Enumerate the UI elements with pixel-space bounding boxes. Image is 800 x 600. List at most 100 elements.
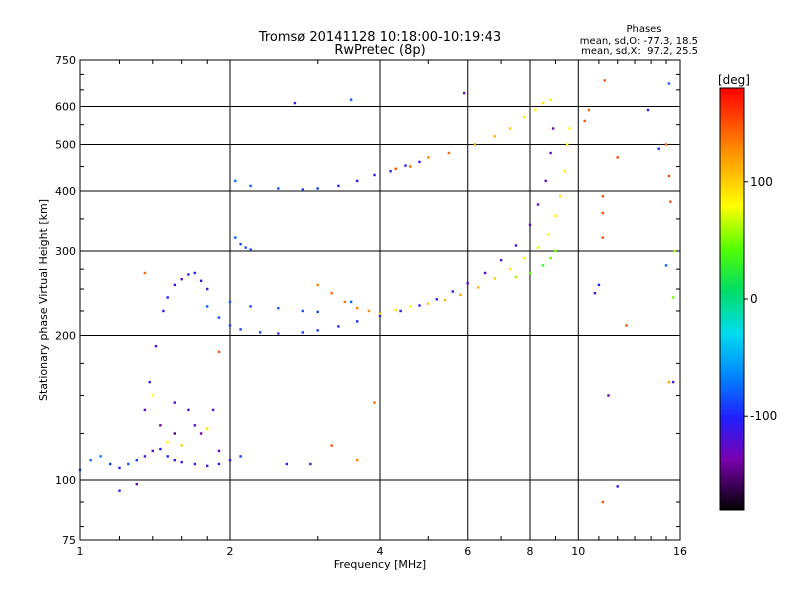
trace-sporadic xyxy=(143,79,676,504)
trace-f2-multi-hop-o xyxy=(234,160,421,191)
x-tick-label: 4 xyxy=(377,545,384,558)
data-point xyxy=(568,127,571,130)
trace-f-low-start xyxy=(162,271,209,313)
data-point xyxy=(244,246,247,249)
data-point xyxy=(217,316,221,319)
data-point xyxy=(664,264,668,267)
data-point xyxy=(404,164,407,167)
data-point xyxy=(459,293,462,297)
data-point xyxy=(89,459,92,462)
data-point xyxy=(528,223,532,227)
trace-e-region-scatter xyxy=(118,345,221,492)
trace-f2-multi-hop-x xyxy=(394,98,552,170)
data-point xyxy=(451,290,454,293)
data-point xyxy=(159,424,162,427)
data-point xyxy=(536,203,540,206)
data-point xyxy=(493,277,496,280)
data-point xyxy=(477,286,480,289)
data-point xyxy=(148,380,151,384)
data-point xyxy=(601,236,604,239)
data-point xyxy=(234,179,237,183)
data-point xyxy=(239,455,242,458)
data-point xyxy=(509,267,512,271)
data-point xyxy=(356,179,359,183)
data-point xyxy=(199,279,203,282)
data-point xyxy=(173,432,176,435)
data-point xyxy=(671,380,675,384)
data-point xyxy=(143,455,147,458)
x-tick-label: 1 xyxy=(77,545,84,558)
data-point xyxy=(337,325,340,328)
data-point xyxy=(367,309,371,313)
data-point xyxy=(583,119,586,123)
data-point xyxy=(409,165,412,168)
data-point xyxy=(601,211,604,215)
data-point xyxy=(551,127,555,130)
data-point xyxy=(514,244,518,247)
data-point xyxy=(293,101,297,105)
data-point xyxy=(330,444,333,447)
data-point xyxy=(587,108,590,112)
data-point xyxy=(118,466,121,470)
data-points xyxy=(78,79,676,504)
data-point xyxy=(616,156,619,159)
data-point xyxy=(277,332,280,335)
data-point xyxy=(180,460,183,464)
data-point xyxy=(187,408,190,412)
data-point xyxy=(541,264,545,267)
data-point xyxy=(143,408,147,412)
data-point xyxy=(249,248,252,251)
data-point xyxy=(528,271,532,275)
y-tick-label: 200 xyxy=(55,330,76,343)
data-point xyxy=(559,195,562,198)
trace-f1-o-trace xyxy=(206,127,555,335)
data-point xyxy=(211,408,215,412)
data-point xyxy=(523,116,526,119)
data-point xyxy=(206,305,209,308)
plot-frame xyxy=(79,59,681,541)
data-point xyxy=(597,283,601,287)
colorbar-tick-label: -100 xyxy=(750,409,777,423)
data-point xyxy=(239,243,242,246)
data-point xyxy=(514,275,518,279)
y-tick-label: 400 xyxy=(55,185,76,198)
data-point xyxy=(427,302,430,305)
data-point xyxy=(193,424,196,427)
trace-f-x-trace xyxy=(316,127,571,315)
data-point xyxy=(301,309,304,313)
data-point xyxy=(603,79,606,82)
data-point xyxy=(409,305,412,308)
data-point xyxy=(206,464,209,468)
data-point xyxy=(217,350,221,353)
data-point xyxy=(180,444,183,447)
data-point xyxy=(554,249,557,253)
phases-heading: Phases xyxy=(626,24,661,35)
data-point xyxy=(657,147,660,150)
data-point xyxy=(316,310,319,314)
data-point xyxy=(389,170,392,173)
data-point xyxy=(166,455,169,458)
y-tick-label: 75 xyxy=(62,534,76,547)
data-point xyxy=(228,459,232,462)
data-point xyxy=(356,320,359,323)
data-point xyxy=(554,214,557,218)
data-point xyxy=(193,271,196,275)
x-tick-label: 6 xyxy=(464,545,471,558)
data-point xyxy=(151,449,154,453)
data-point xyxy=(228,300,232,304)
data-point xyxy=(607,394,610,397)
colorbar-tick-label: 100 xyxy=(750,175,773,189)
data-point xyxy=(394,308,397,312)
data-point xyxy=(493,135,496,138)
data-point xyxy=(394,167,397,170)
data-point xyxy=(249,184,252,188)
data-point xyxy=(378,314,382,317)
data-point xyxy=(399,309,402,313)
data-point xyxy=(356,307,359,310)
grid-lines xyxy=(80,60,680,540)
data-point xyxy=(234,236,237,239)
data-point xyxy=(259,331,262,334)
data-point xyxy=(427,156,430,159)
y-tick-label: 100 xyxy=(55,474,76,487)
data-point xyxy=(625,324,628,327)
